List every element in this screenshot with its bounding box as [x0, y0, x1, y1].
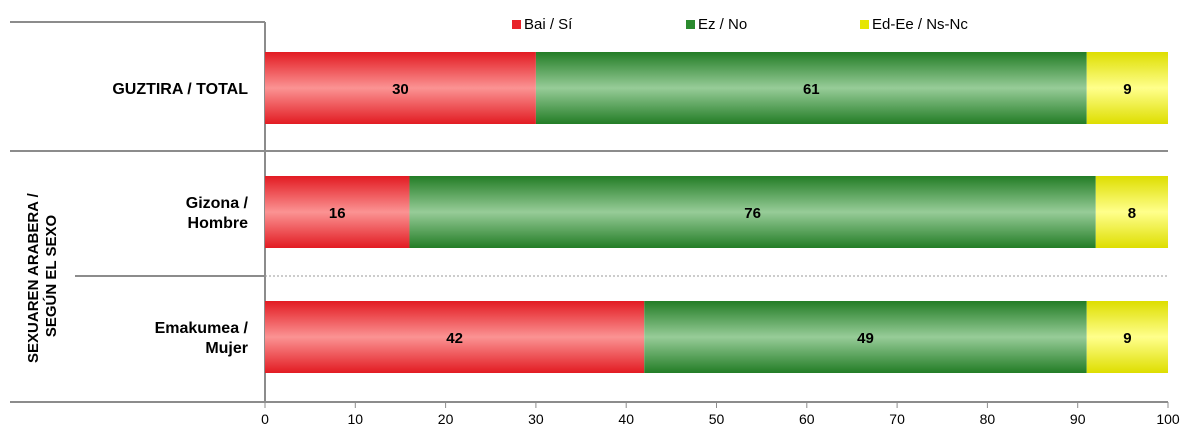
- legend-swatch: [686, 20, 695, 29]
- x-tick-label: 0: [261, 411, 269, 427]
- x-axis: 0 10 20 30 40 50 60 70 80 90 100: [261, 402, 1180, 427]
- x-tick-label: 80: [980, 411, 996, 427]
- x-tick-label: 50: [709, 411, 725, 427]
- legend-swatch: [512, 20, 521, 29]
- bar-segment: [265, 301, 645, 373]
- bar-segment: [1086, 301, 1168, 373]
- data-label: 9: [1123, 330, 1131, 347]
- category-label: Gizona / Hombre: [186, 195, 249, 232]
- data-label: 30: [392, 81, 409, 98]
- bar-segment: [644, 301, 1087, 373]
- data-label: 49: [857, 330, 874, 347]
- data-label: 16: [329, 205, 346, 222]
- data-label: 42: [446, 330, 463, 347]
- data-label: 61: [803, 81, 820, 98]
- legend-swatch: [860, 20, 869, 29]
- x-tick-label: 100: [1156, 411, 1180, 427]
- group-label: SEXUAREN ARABERA / SEGÚN EL SEXO: [25, 189, 60, 363]
- category-label: Emakumea / Mujer: [155, 320, 249, 357]
- x-tick-label: 30: [528, 411, 544, 427]
- data-label: 76: [744, 205, 761, 222]
- legend-label: Ez / No: [698, 16, 747, 33]
- bar-segment: [409, 176, 1096, 248]
- bar-segment: [535, 52, 1087, 124]
- bar-segment: [265, 52, 536, 124]
- x-tick-label: 60: [799, 411, 815, 427]
- group-label-line2: SEGÚN EL SEXO: [42, 215, 60, 338]
- group-label-line1: SEXUAREN ARABERA /: [25, 192, 42, 363]
- x-tick-label: 10: [348, 411, 364, 427]
- category-labels: GUZTIRA / TOTAL Gizona / Hombre Emakumea / M…: [112, 81, 248, 357]
- legend-label: Ed-Ee / Ns-Nc: [872, 16, 968, 33]
- x-tick-label: 70: [889, 411, 905, 427]
- x-tick-label: 90: [1070, 411, 1086, 427]
- bar-segment: [1095, 176, 1168, 248]
- bar-segment: [1086, 52, 1168, 124]
- bars: 30 61 9 16 76 8 42 49 9: [265, 52, 1168, 373]
- category-label: GUZTIRA / TOTAL: [112, 81, 248, 98]
- x-tick-label: 40: [618, 411, 634, 427]
- data-label: 9: [1123, 81, 1131, 98]
- bar-segment: [265, 176, 410, 248]
- data-label: 8: [1128, 205, 1136, 222]
- x-tick-label: 20: [438, 411, 454, 427]
- legend: Bai / Sí Ez / No Ed-Ee / Ns-Nc: [512, 16, 968, 33]
- legend-label: Bai / Sí: [524, 16, 573, 33]
